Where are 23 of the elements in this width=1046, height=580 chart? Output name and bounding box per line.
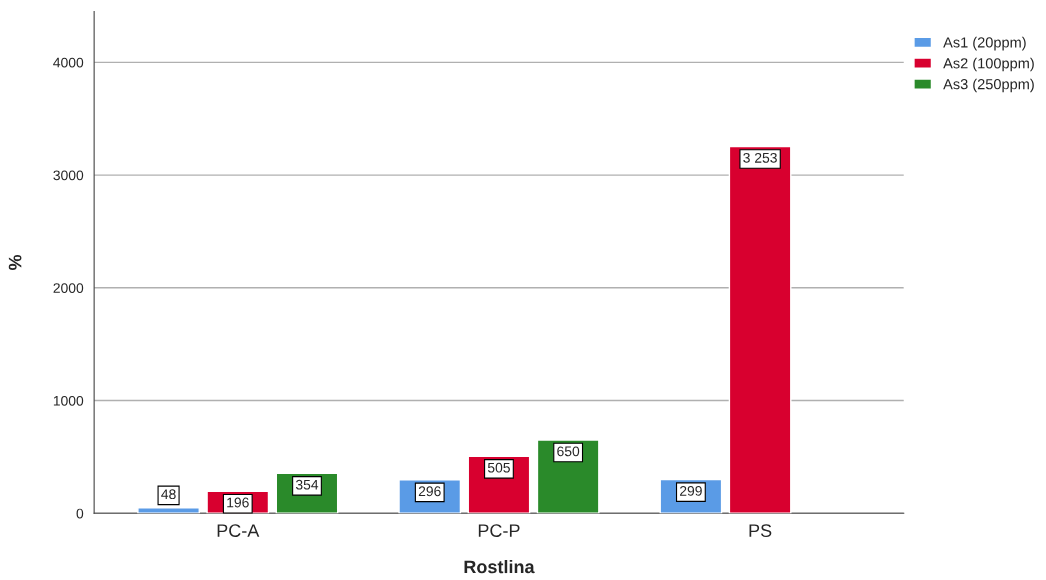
legend-label: As2 (100ppm) xyxy=(943,57,1034,72)
y-tick-label: 3000 xyxy=(53,170,84,181)
data-label: 296 xyxy=(418,486,441,497)
data-label: 505 xyxy=(487,462,510,473)
legend-label: As3 (250ppm) xyxy=(943,78,1034,93)
y-tick-label: 2000 xyxy=(53,283,84,293)
data-label: 48 xyxy=(161,489,176,500)
data-label: 354 xyxy=(295,479,319,490)
x-tick-label: PS xyxy=(749,524,772,537)
y-tick-label: 4000 xyxy=(53,57,84,68)
bar xyxy=(728,145,792,514)
data-label: 196 xyxy=(227,497,249,508)
data-label: 3 253 xyxy=(743,152,777,163)
data-label: 299 xyxy=(680,485,702,496)
bar xyxy=(137,507,200,514)
x-axis-title: Rostlina xyxy=(464,559,535,574)
x-tick-label: PC-A xyxy=(217,524,260,537)
legend-label: As1 (20ppm) xyxy=(943,36,1026,51)
y-tick-label: 0 xyxy=(76,508,84,519)
x-tick-label: PC-P xyxy=(478,524,520,537)
y-axis-title: % xyxy=(8,254,22,271)
data-label: 650 xyxy=(557,446,580,457)
y-tick-label: 1000 xyxy=(53,395,84,406)
